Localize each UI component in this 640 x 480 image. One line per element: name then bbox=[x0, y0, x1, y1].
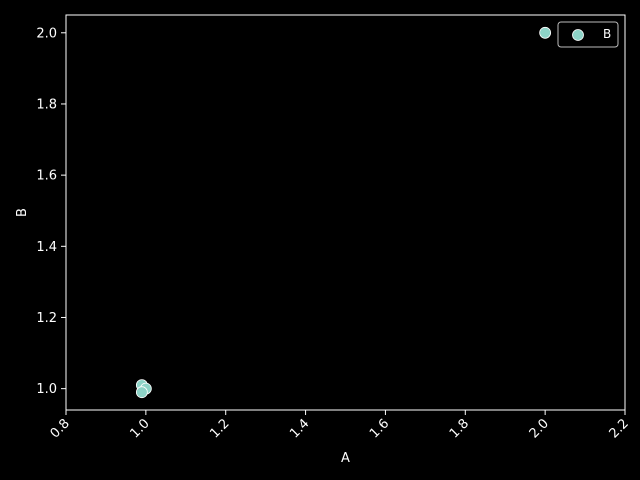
y-tick-label: 2.0 bbox=[36, 26, 57, 41]
x-tick-label: 1.4 bbox=[287, 416, 312, 441]
x-axis-ticks: 0.8 1.0 1.2 1.4 1.6 1.8 2.0 2.2 bbox=[48, 410, 632, 441]
y-axis-ticks: 1.0 1.2 1.4 1.6 1.8 2.0 bbox=[36, 26, 66, 397]
data-point bbox=[135, 386, 148, 399]
y-tick-label: 1.6 bbox=[36, 169, 57, 184]
legend-label: B bbox=[603, 27, 611, 41]
y-tick-label: 1.8 bbox=[36, 97, 57, 112]
x-tick-label: 2.0 bbox=[527, 416, 552, 441]
x-tick-label: 1.8 bbox=[447, 416, 472, 441]
legend-marker bbox=[572, 29, 584, 41]
x-axis-label: A bbox=[341, 451, 350, 466]
points-layer bbox=[135, 26, 552, 399]
legend: B bbox=[557, 21, 619, 48]
x-tick-label: 2.2 bbox=[607, 416, 632, 441]
y-axis-label: B bbox=[15, 208, 30, 217]
x-tick-label: 1.0 bbox=[127, 416, 152, 441]
y-tick-label: 1.4 bbox=[36, 240, 57, 255]
x-tick-label: 1.6 bbox=[367, 416, 392, 441]
plot-frame bbox=[65, 14, 626, 411]
y-tick-label: 1.2 bbox=[36, 311, 57, 326]
x-tick-label: 1.2 bbox=[207, 416, 232, 441]
x-tick-label: 0.8 bbox=[48, 416, 73, 441]
legend-box bbox=[557, 21, 619, 48]
data-point bbox=[539, 26, 552, 39]
y-tick-label: 1.0 bbox=[36, 382, 57, 397]
